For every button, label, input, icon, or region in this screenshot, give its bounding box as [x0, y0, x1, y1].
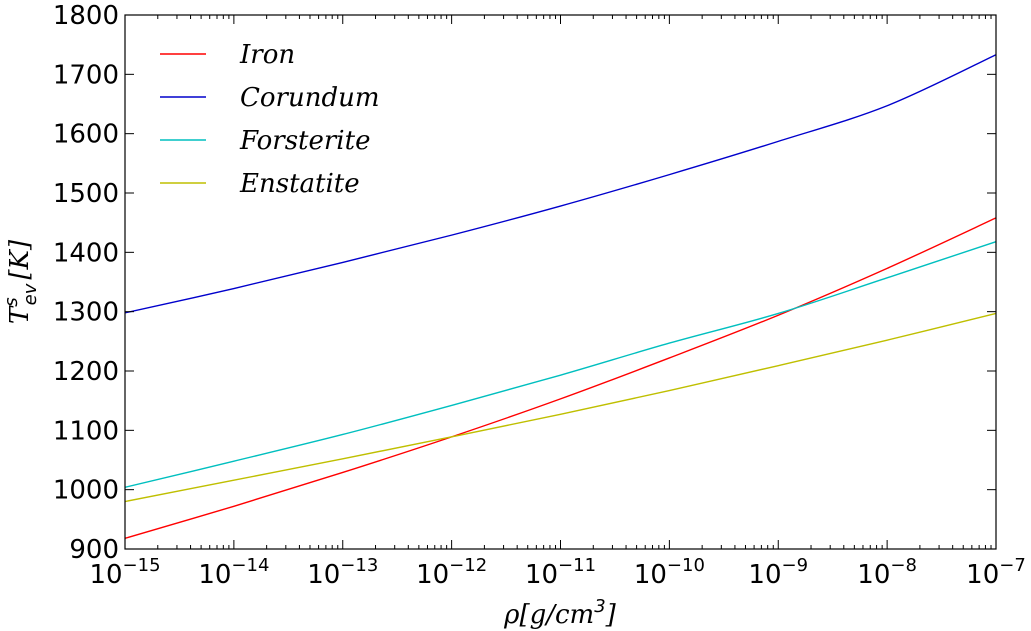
- x-tick-label: 10−7: [966, 555, 1026, 590]
- y-tick-label: 1400: [53, 238, 119, 268]
- legend-label-forsterite: Forsterite: [239, 126, 370, 156]
- y-ticks: 900 1000 1100 1200 1300 1400 1500 1600 1700 1800: [53, 1, 996, 565]
- y-tick-label: 1700: [53, 60, 119, 90]
- x-tick-label: 10−8: [857, 555, 917, 590]
- series-line-enstatite: [124, 312, 997, 503]
- y-tick-label: 1800: [53, 1, 119, 31]
- x-tick-label: 10−13: [307, 555, 378, 590]
- x-tick-label: 10−10: [634, 555, 705, 590]
- y-tick-label: 1300: [53, 298, 119, 328]
- y-tick-label: 1600: [53, 120, 119, 150]
- y-tick-label: 1200: [53, 357, 119, 387]
- x-tick-label: 10−11: [525, 555, 596, 590]
- x-tick-label: 10−15: [89, 555, 160, 590]
- y-axis-label: Tsev[K]: [1, 239, 41, 324]
- y-tick-label: 1000: [53, 476, 119, 506]
- legend-label-enstatite: Enstatite: [239, 169, 360, 199]
- x-tick-label: 10−14: [198, 555, 269, 590]
- x-axis-label: ρ[g/cm3]: [503, 596, 617, 630]
- legend-label-corundum: Corundum: [240, 83, 380, 113]
- series-line-corundum: [124, 54, 997, 314]
- series-line-forsterite: [124, 240, 997, 488]
- legend: Iron Corundum Forsterite Enstatite: [160, 40, 380, 199]
- plot-lines: [124, 54, 997, 539]
- series-line-iron: [124, 217, 997, 539]
- y-tick-label: 900: [69, 535, 119, 565]
- legend-label-iron: Iron: [239, 40, 295, 70]
- x-tick-label: 10−12: [416, 555, 487, 590]
- x-ticks: 10−15 10−14 10−13 10−12 10−11 10−10 10−9 10−8 10…: [89, 15, 1026, 590]
- x-tick-label: 10−9: [748, 555, 808, 590]
- y-tick-label: 1500: [53, 179, 119, 209]
- y-tick-label: 1100: [53, 416, 119, 446]
